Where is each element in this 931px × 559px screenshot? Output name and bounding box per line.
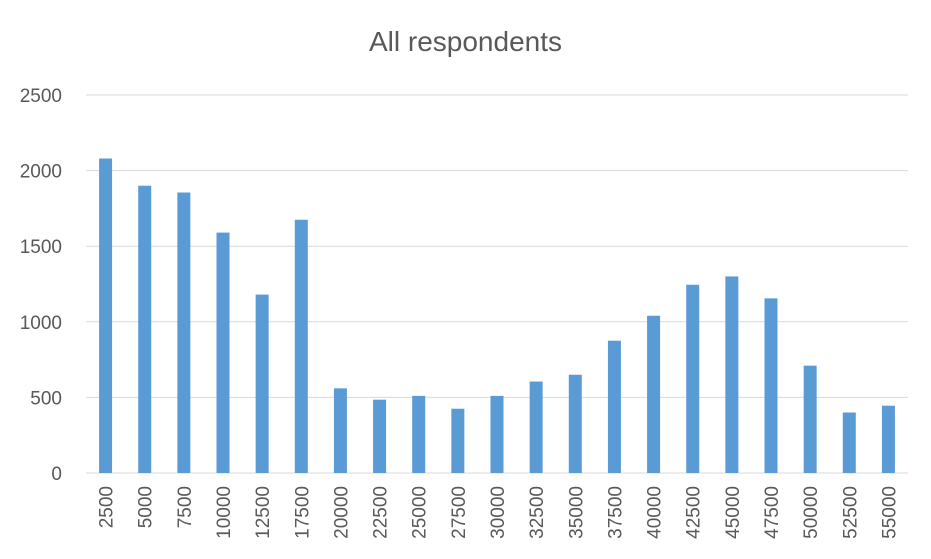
bar-42500	[686, 284, 700, 473]
x-tick-label: 7500	[175, 486, 196, 528]
bar-52500	[842, 412, 856, 473]
bar-45000	[725, 276, 739, 473]
y-tick-label: 2000	[20, 162, 62, 183]
bar-37500	[607, 340, 621, 473]
bar-20000	[333, 388, 347, 473]
y-tick-label: 500	[30, 388, 62, 409]
bar-35000	[568, 374, 582, 473]
x-tick-label: 17500	[292, 486, 313, 539]
x-tick-label: 2500	[97, 486, 118, 528]
bars	[99, 158, 895, 474]
x-tick-label: 22500	[371, 486, 392, 539]
bar-40000	[647, 315, 661, 473]
x-tick-label: 35000	[566, 486, 587, 539]
x-tick-label: 32500	[527, 486, 548, 539]
x-tick-label: 20000	[331, 486, 352, 539]
y-axis-ticks: 0 500 1000 1500 2000 2500	[20, 86, 62, 485]
bar-32500	[529, 381, 543, 473]
x-tick-label: 42500	[684, 486, 705, 539]
x-tick-label: 12500	[253, 486, 274, 539]
bar-17500	[294, 219, 308, 473]
x-tick-label: 50000	[801, 486, 822, 539]
x-tick-label: 47500	[762, 486, 783, 539]
x-tick-label: 10000	[214, 486, 235, 539]
x-tick-label: 5000	[136, 486, 157, 528]
x-tick-label: 27500	[449, 486, 470, 539]
bar-22500	[373, 399, 387, 473]
x-tick-label: 45000	[723, 486, 744, 539]
bar-47500	[764, 298, 778, 473]
bar-25000	[412, 395, 426, 473]
x-tick-label: 40000	[645, 486, 666, 539]
x-tick-label: 52500	[840, 486, 861, 539]
bar-7500	[177, 192, 191, 474]
x-tick-label: 30000	[488, 486, 509, 539]
bar-2500	[99, 158, 113, 473]
bar-30000	[490, 395, 504, 473]
bar-27500	[451, 408, 465, 473]
bar-5000	[138, 185, 152, 473]
y-tick-label: 2500	[20, 86, 62, 107]
chart-title: All respondents	[368, 26, 562, 57]
bar-10000	[216, 232, 230, 473]
x-tick-label: 37500	[605, 486, 626, 539]
bar-50000	[803, 365, 817, 473]
y-tick-label: 1000	[20, 313, 62, 334]
bar-12500	[255, 294, 269, 473]
y-tick-label: 1500	[20, 237, 62, 258]
y-tick-label: 0	[51, 464, 62, 485]
x-tick-label: 25000	[410, 486, 431, 539]
x-tick-label: 55000	[879, 486, 900, 539]
bar-55000	[881, 405, 895, 473]
x-axis-ticks: 2500 5000 7500 10000 12500 17500 20000 22500 250…	[97, 486, 901, 539]
